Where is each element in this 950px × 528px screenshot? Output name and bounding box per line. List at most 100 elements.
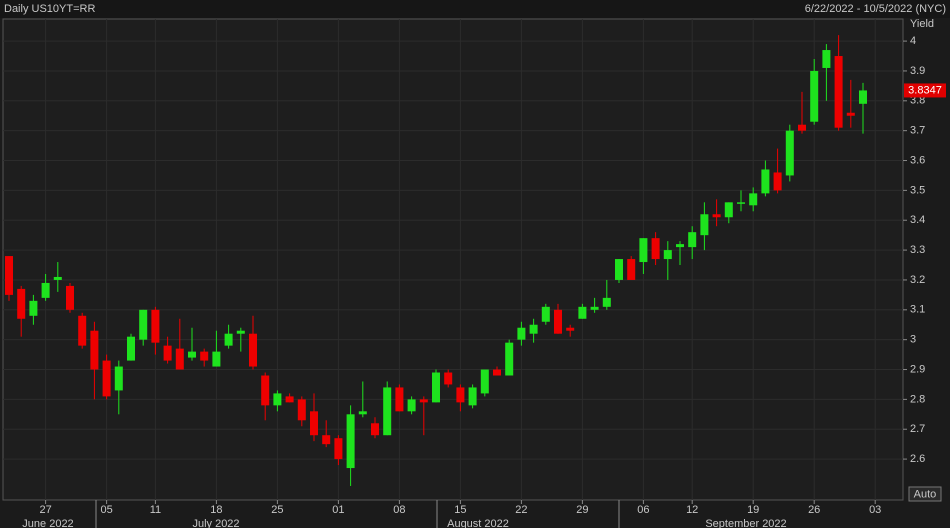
candle-body: [810, 70, 819, 122]
x-tick-label: 06: [637, 504, 649, 516]
last-price-tag: [904, 83, 946, 98]
candle-body: [627, 259, 636, 280]
candle-body: [322, 435, 331, 445]
candle-body: [615, 259, 623, 280]
candle-body: [712, 214, 721, 218]
candle-body: [53, 276, 62, 280]
candle-body: [163, 345, 172, 361]
x-tick-label: 01: [332, 504, 344, 516]
candle-body: [724, 202, 733, 218]
candle-body: [249, 333, 257, 367]
x-tick-label: 19: [747, 504, 759, 516]
candle-body: [102, 360, 111, 397]
candle-body: [383, 387, 392, 436]
candle-body: [468, 387, 477, 406]
candle-body: [90, 330, 99, 370]
month-label: June 2022: [22, 518, 73, 528]
candle-body: [371, 423, 379, 436]
candle-body: [834, 56, 843, 128]
candle-body: [444, 372, 453, 385]
candle-body: [456, 387, 465, 403]
candle-body: [41, 282, 50, 298]
y-tick-label: 3.1: [910, 304, 925, 316]
candle-body: [297, 399, 306, 421]
candle-body: [212, 351, 221, 367]
candle-body: [29, 300, 38, 316]
candle-body: [541, 306, 550, 322]
plot-area: [2, 18, 904, 501]
candle-body: [310, 411, 318, 436]
candle-body: [761, 169, 770, 194]
y-tick-label: 3.3: [910, 244, 925, 256]
candle-body: [676, 244, 684, 248]
y-tick-label: 3.5: [910, 184, 925, 196]
x-tick-label: 03: [869, 504, 881, 516]
x-tick-label: 26: [808, 504, 820, 516]
candle-body: [151, 309, 160, 343]
month-label: August 2022: [447, 518, 509, 528]
candle-body: [127, 336, 135, 361]
candle-body: [529, 324, 538, 334]
y-tick-label: 3.2: [910, 274, 925, 286]
y-tick-label: 3.4: [910, 214, 925, 226]
y-tick-label: 3.6: [910, 154, 925, 166]
x-tick-label: 22: [515, 504, 527, 516]
header-bar: [0, 0, 950, 18]
y-tick-label: 2.7: [910, 423, 925, 435]
candle-body: [639, 238, 648, 263]
candle-body: [554, 309, 562, 334]
candle-body: [480, 369, 489, 394]
candle-body: [505, 342, 514, 376]
candle-body: [517, 327, 526, 340]
x-tick-label: 11: [150, 504, 161, 516]
candle-body: [224, 333, 233, 346]
y-tick-label: 3: [910, 334, 916, 346]
y-tick-label: 2.9: [910, 363, 925, 375]
y-tick-label: 3.8: [910, 95, 925, 107]
candle-body: [749, 193, 758, 206]
candle-body: [285, 396, 294, 403]
month-label: September 2022: [705, 518, 786, 528]
x-tick-label: 15: [454, 504, 466, 516]
x-tick-label: 05: [100, 504, 112, 516]
candle-body: [358, 411, 367, 415]
last-price-label: 3.8347: [908, 84, 942, 96]
candle-body: [334, 438, 343, 460]
candle-body: [590, 306, 599, 310]
candle-body: [236, 330, 245, 334]
candle-body: [688, 232, 697, 248]
y-tick-label: 3.9: [910, 65, 925, 77]
candle-body: [700, 214, 709, 236]
candle-body: [822, 50, 831, 68]
candle-body: [346, 414, 355, 469]
candle-body: [846, 112, 855, 116]
y-tick-label: 2.6: [910, 453, 925, 465]
candle-body: [188, 351, 196, 358]
candle-body: [737, 202, 745, 204]
candle-body: [651, 238, 660, 260]
x-tick-label: 08: [393, 504, 405, 516]
y-tick-label: 4: [910, 35, 916, 47]
candle-body: [773, 172, 782, 191]
candle-body: [175, 348, 184, 370]
auto-button[interactable]: [908, 486, 942, 502]
date-range: 6/22/2022 - 10/5/2022 (NYC): [805, 3, 946, 15]
candle-body: [785, 130, 794, 176]
chart-title: Daily US10YT=RR: [4, 3, 95, 15]
x-tick-label: 27: [39, 504, 51, 516]
candle-body: [578, 306, 587, 319]
candle-body: [602, 297, 611, 307]
x-tick-label: 12: [686, 504, 698, 516]
candle-body: [261, 375, 270, 406]
y-axis-label: Yield: [910, 18, 934, 30]
candle-body: [273, 393, 282, 406]
y-tick-label: 2.8: [910, 393, 925, 405]
auto-button-label[interactable]: Auto: [914, 488, 937, 500]
month-label: July 2022: [192, 518, 239, 528]
candle-body: [114, 366, 123, 391]
x-tick-label: 29: [576, 504, 588, 516]
candle-body: [395, 387, 404, 412]
candle-body: [432, 372, 440, 403]
candle-body: [139, 309, 148, 340]
